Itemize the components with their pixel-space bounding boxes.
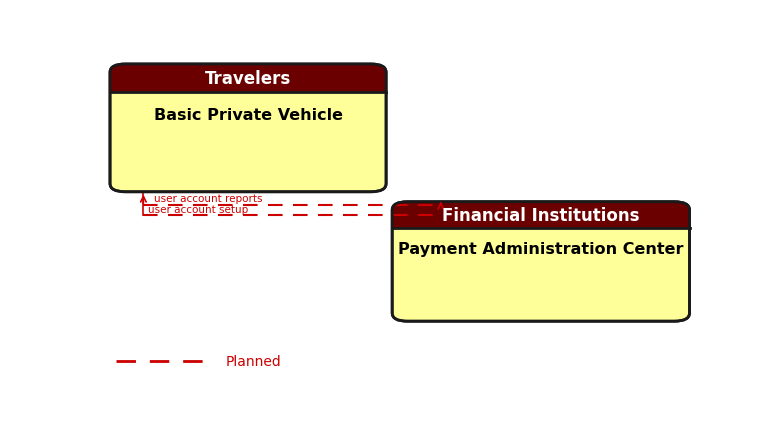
- FancyBboxPatch shape: [392, 202, 690, 322]
- FancyBboxPatch shape: [392, 202, 690, 228]
- Text: user account reports: user account reports: [154, 194, 263, 203]
- FancyBboxPatch shape: [110, 65, 386, 192]
- Text: Travelers: Travelers: [205, 70, 291, 88]
- Text: Planned: Planned: [226, 354, 281, 368]
- FancyBboxPatch shape: [110, 65, 386, 93]
- Text: Payment Administration Center: Payment Administration Center: [398, 242, 684, 256]
- Text: Basic Private Vehicle: Basic Private Vehicle: [153, 107, 343, 122]
- Text: Financial Institutions: Financial Institutions: [442, 206, 640, 224]
- Bar: [392, 214, 690, 228]
- Bar: [110, 77, 386, 93]
- Text: user account setup: user account setup: [148, 204, 248, 214]
